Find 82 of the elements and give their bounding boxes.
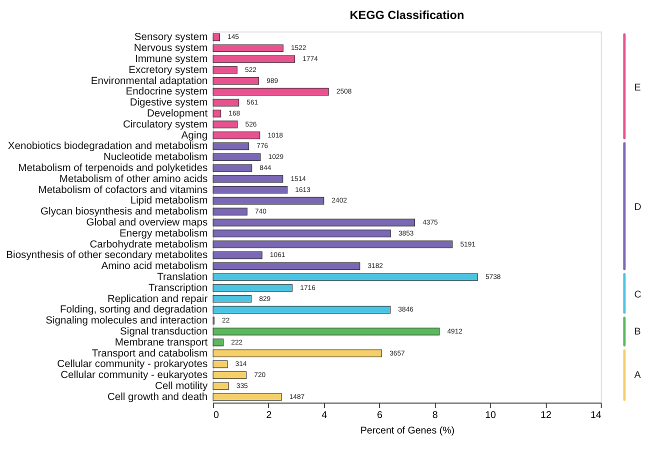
y-tick-label: Cellular community - prokaryotes: [57, 359, 208, 370]
bar: [212, 77, 260, 85]
bar: [212, 273, 478, 281]
y-tick-label: Biosynthesis of other secondary metabolites: [6, 250, 208, 262]
text: B: [634, 326, 642, 338]
bar: [212, 208, 248, 216]
bar: [212, 218, 416, 226]
bar: [212, 371, 247, 379]
bar: [212, 349, 382, 358]
y-tick-label: Folding, sorting and degradation: [60, 304, 208, 316]
bar: [212, 284, 293, 292]
bar: [212, 132, 260, 140]
bar: [212, 120, 238, 128]
x-tick-label: 8: [432, 410, 438, 421]
y-tick-label: Circulatory system: [122, 119, 208, 130]
bar: [212, 175, 284, 183]
text: A: [634, 370, 642, 382]
y-tick-label: Signal transduction: [120, 326, 208, 338]
y-tick-label: Carbohydrate metabolism: [90, 239, 208, 250]
y-tick-label: Endocrine system: [126, 86, 208, 98]
bar: [212, 338, 224, 346]
x-tick-label: 14: [590, 410, 602, 421]
bar: [212, 88, 329, 96]
bar: [212, 262, 360, 270]
x-tick-label: 4: [322, 410, 328, 421]
y-tick-label: Cell motility: [155, 380, 208, 392]
x-axis-title: Percent of Genes (%): [360, 426, 455, 437]
x-tick-label: 0: [214, 410, 220, 421]
bar: [212, 55, 296, 63]
bar: [212, 66, 238, 74]
y-tick-label: Immune system: [134, 54, 208, 65]
bar: [212, 306, 391, 314]
bar: [212, 110, 222, 118]
bar: [212, 382, 229, 390]
bar: [212, 328, 440, 336]
y-tick-label: Signaling molecules and interaction: [46, 316, 208, 327]
y-tick-label: Amino acid metabolism: [101, 261, 208, 272]
y-tick-label: Aging: [181, 130, 208, 142]
bar: [212, 360, 228, 368]
y-tick-label: Membrane transport: [114, 337, 208, 348]
text: D: [634, 202, 642, 214]
y-tick-label: Digestive system: [130, 98, 208, 109]
y-tick-label: Replication and repair: [107, 294, 208, 305]
y-tick-label: Nucleotide metabolism: [103, 152, 208, 164]
bar: [212, 142, 250, 150]
bar: [212, 186, 288, 194]
bar: [212, 44, 284, 52]
y-tick-label: Development: [146, 108, 208, 120]
bar: [212, 295, 252, 303]
x-tick-label: 12: [540, 410, 552, 421]
text: C: [634, 289, 642, 300]
y-tick-label: Metabolism of terpenoids and polyketides: [18, 162, 208, 174]
y-tick-label: Environmental adaptation: [90, 76, 208, 87]
y-tick-label: Metabolism of other amino acids: [59, 174, 208, 185]
bar: [212, 33, 220, 42]
x-tick-label: 2: [266, 410, 272, 421]
text: E: [634, 82, 642, 94]
bar: [212, 153, 261, 161]
bar: [212, 251, 262, 260]
y-tick-label: Xenobiotics biodegradation and metabolism: [8, 141, 208, 152]
x-tick-label: 10: [485, 410, 497, 421]
x-tick-label: 6: [377, 410, 384, 421]
y-tick-label: Glycan biosynthesis and metabolism: [40, 206, 208, 218]
y-tick-label: Nervous system: [134, 43, 208, 54]
y-tick-label: Cellular community - eukaryotes: [60, 370, 208, 382]
bar: [212, 196, 324, 205]
bar: [212, 164, 252, 172]
y-tick-label: Global and overview maps: [86, 217, 208, 228]
y-tick-label: Transcription: [148, 282, 208, 294]
bar: [212, 240, 453, 248]
bar: [212, 98, 240, 106]
y-tick-label: Energy metabolism: [120, 228, 208, 240]
y-tick-label: Excretory system: [128, 64, 208, 76]
y-tick-label: Sensory system: [134, 32, 208, 44]
chart-title: KEGG Classification: [350, 8, 464, 22]
y-tick-label: Transport and catabolism: [92, 348, 208, 360]
y-tick-label: Lipid metabolism: [130, 196, 208, 207]
y-tick-label: Cell growth and death: [107, 392, 208, 403]
bar: [212, 230, 391, 238]
y-tick-label: Metabolism of cofactors and vitamins: [38, 184, 208, 196]
bar: [212, 393, 282, 401]
y-tick-label: Translation: [157, 272, 208, 283]
